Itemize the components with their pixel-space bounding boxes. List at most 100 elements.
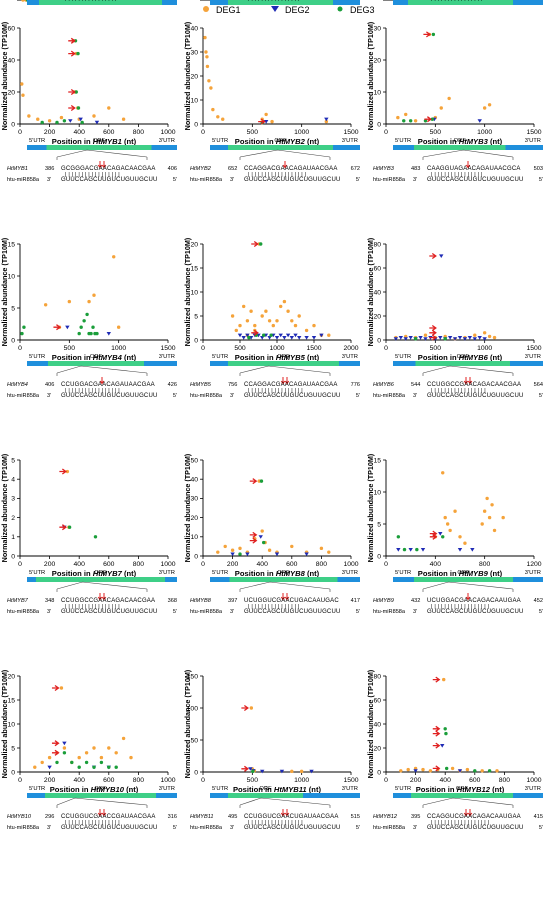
point-deg1 [458,535,462,539]
point-deg2 [78,117,83,122]
point-deg2 [438,336,443,340]
utr5-label: 5'UTR [212,138,228,144]
orf-segment [414,145,506,150]
x-tick-label: 0 [18,561,22,568]
y-tick-label: 30 [190,0,198,2]
point-deg1 [21,93,25,97]
point-deg2 [440,744,445,748]
y-tick-label: 0 [194,769,198,776]
y-tick-label: 10 [373,89,381,96]
y-tick-label: 40 [373,289,381,296]
target-start: 652 [228,166,237,172]
point-deg2 [230,552,235,557]
mirna-name: htu-miR858a [373,609,406,615]
y-tick-label: 10 [190,289,198,296]
point-deg2 [403,337,408,341]
mirna-5prime: 5' [173,393,177,399]
point-deg1 [238,546,242,551]
x-tick-label: 1500 [160,345,175,352]
point-deg2 [260,769,265,774]
point-deg1 [129,755,133,760]
mirna-name: htu-miR858a [373,177,406,183]
mirna-3prime: 3' [47,393,51,399]
point-deg3 [85,312,89,317]
x-tick-label: 800 [479,561,491,568]
cleavage-arrow [432,725,441,732]
panel-htmyb12: Normalized abundance (TP10M)0 200 400 600 80… [366,669,543,831]
site-bracket [422,365,514,376]
point-deg3 [114,765,118,769]
cleavage-arrow [68,88,76,96]
target-start: 363 [45,0,54,2]
site-bracket [56,365,148,376]
utr5-segment [393,145,414,150]
point-deg1 [230,548,235,552]
point-deg3 [40,120,44,125]
y-axis-label: Normalized abundance (TP10M) [0,21,9,130]
y-axis-label: Normalized abundance (TP10M) [366,669,375,778]
point-deg1 [485,496,489,501]
point-deg3 [473,769,477,773]
point-deg3 [247,335,251,340]
point-deg1 [406,767,410,772]
target-gene-name: HtMYB2 [190,166,212,172]
y-tick-label: 0 [194,553,198,560]
point-deg2 [467,336,473,340]
mirna-3prime: 3' [230,825,234,831]
pairing-bars: |||||||||||||||| [431,172,484,178]
cleavage-arrow [249,531,258,538]
target-gene-name: HtMYB1 [7,166,28,172]
mirna-5prime: 5' [173,0,177,2]
target-start: 495 [228,814,237,820]
cleavage-arrow [249,537,258,544]
orf-label: ORF [90,354,103,360]
point-deg3 [89,331,93,336]
utr3-segment [337,577,360,582]
point-deg1 [92,746,96,750]
target-sequence: CCUGGUCGAACUGAUAACGAA [244,814,339,820]
target-end: 415 [534,814,543,820]
mirna-name: htu-miR858a [190,177,223,183]
point-deg3 [423,119,428,123]
legend-label-deg3: DEG3 [350,5,375,15]
mirna-5prime: 5' [173,177,177,183]
orf-segment [39,0,162,5]
y-tick-label: 60 [373,265,381,272]
cleavage-site-arrow [467,377,473,385]
target-sequence: CCUGGUCGAACCGAUAACGAA [61,814,156,820]
point-deg2 [408,336,413,340]
point-deg2 [297,336,302,340]
point-deg3 [408,119,413,123]
point-deg1 [480,522,484,526]
point-deg2 [258,535,263,539]
point-deg3 [20,331,24,336]
target-gene-name: HtMYB9 [373,598,394,604]
point-deg3 [95,331,99,336]
utr5-segment [393,793,411,798]
cleavage-site-arrow [280,593,286,601]
target-end: 368 [168,598,177,604]
cleavage-site-arrow [467,809,473,817]
point-deg2 [293,333,298,338]
panel-htmyb6: Normalized abundance (TP10M)0 500 1000 1500… [366,237,543,399]
target-gene-name: HtMYB15 [373,0,398,2]
x-axis-label: Position in HtMYB4 (nt) [52,353,137,362]
legend-label-deg2: DEG2 [285,5,310,15]
mirna-sequence: GUUCCAGCUUGUCUGUUGCUU [61,0,158,2]
y-tick-label: 40 [190,477,198,484]
target-gene-name: HtMYB4 [7,382,28,388]
target-start: 432 [411,598,420,604]
point-deg1 [43,303,48,307]
point-deg3 [259,479,264,483]
cleavage-arrow [51,749,60,756]
point-deg2 [477,336,482,340]
point-deg1 [267,548,272,552]
x-tick-label: 1000 [111,345,126,352]
point-deg1 [116,325,121,329]
point-deg1 [27,114,31,118]
cleavage-arrow [429,329,437,336]
y-axis-label: Normalized abundance (TP10M) [183,669,192,778]
point-deg1 [33,765,37,769]
point-deg2 [237,333,243,338]
point-deg2 [260,336,265,340]
